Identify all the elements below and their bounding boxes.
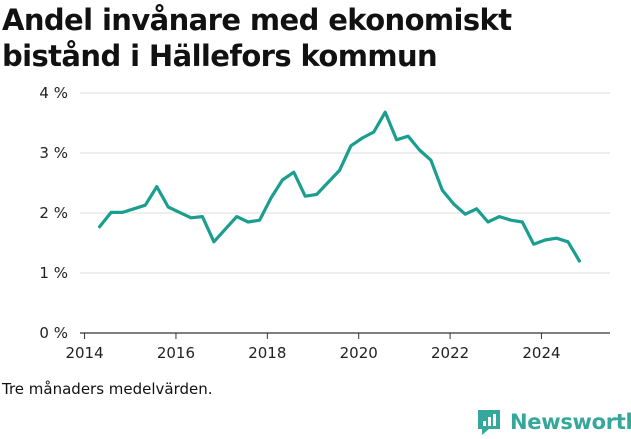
y-tick-label: 3 % [39, 144, 68, 162]
series-layer [97, 110, 582, 263]
footnote: Tre månaders medelvärden. [2, 380, 213, 398]
y-tick-label: 0 % [39, 324, 68, 342]
x-tick-label: 2020 [340, 344, 378, 362]
x-tick-label: 2022 [431, 344, 469, 362]
x-tick-label: 2016 [157, 344, 195, 362]
x-tick-label: 2014 [65, 344, 103, 362]
brand-logo[interactable]: Newsworthy [476, 406, 631, 438]
series-line [97, 110, 582, 263]
gridlines [80, 92, 610, 334]
line-chart: 0 % 1 % 2 % 3 % 4 % 2014 2016 2018 2020 2022 2024 [39, 84, 610, 362]
page-title: Andel invånare med ekonomiskt bistånd i … [2, 3, 512, 73]
x-axis-ticks: 2014 2016 2018 2020 2022 2024 [65, 333, 561, 362]
x-tick-label: 2024 [522, 344, 560, 362]
y-axis-ticks: 0 % 1 % 2 % 3 % 4 % [39, 84, 68, 342]
x-tick-label: 2018 [248, 344, 286, 362]
brand-name: Newsworthy [510, 410, 631, 434]
y-tick-label: 2 % [39, 204, 68, 222]
newsworthy-logo-icon [478, 410, 500, 435]
y-tick-label: 4 % [39, 84, 68, 102]
y-tick-label: 1 % [39, 264, 68, 282]
